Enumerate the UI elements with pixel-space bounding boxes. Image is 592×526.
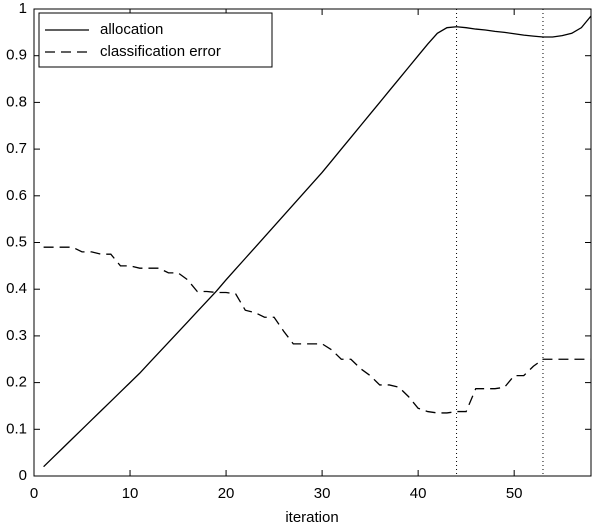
y-tick-label: 0.3 [6, 327, 27, 344]
x-tick-label: 20 [218, 485, 235, 502]
legend-box [38, 12, 273, 68]
y-tick-label: 0 [19, 467, 27, 484]
x-tick-label: 40 [410, 485, 427, 502]
x-tick-label: 10 [122, 485, 139, 502]
y-tick-label: 0.4 [6, 280, 27, 297]
y-tick-label: 0.5 [6, 233, 27, 250]
x-tick-label: 30 [314, 485, 331, 502]
series-line [43, 246, 591, 414]
y-tick-label: 0.8 [6, 93, 27, 110]
y-tick-label: 0.6 [6, 187, 27, 204]
series-line [43, 15, 592, 468]
legend-label: allocation [100, 21, 163, 38]
y-tick-label: 0.7 [6, 140, 27, 157]
legend-label: classification error [100, 43, 221, 60]
plot-frame [33, 8, 592, 477]
x-tick-label: 50 [506, 485, 523, 502]
y-tick-label: 0.2 [6, 374, 27, 391]
y-tick-label: 0.9 [6, 47, 27, 64]
x-tick-label: 0 [30, 485, 38, 502]
x-axis-label: iteration [285, 509, 338, 526]
y-tick-label: 0.1 [6, 420, 27, 437]
y-tick-label: 1 [19, 0, 27, 17]
